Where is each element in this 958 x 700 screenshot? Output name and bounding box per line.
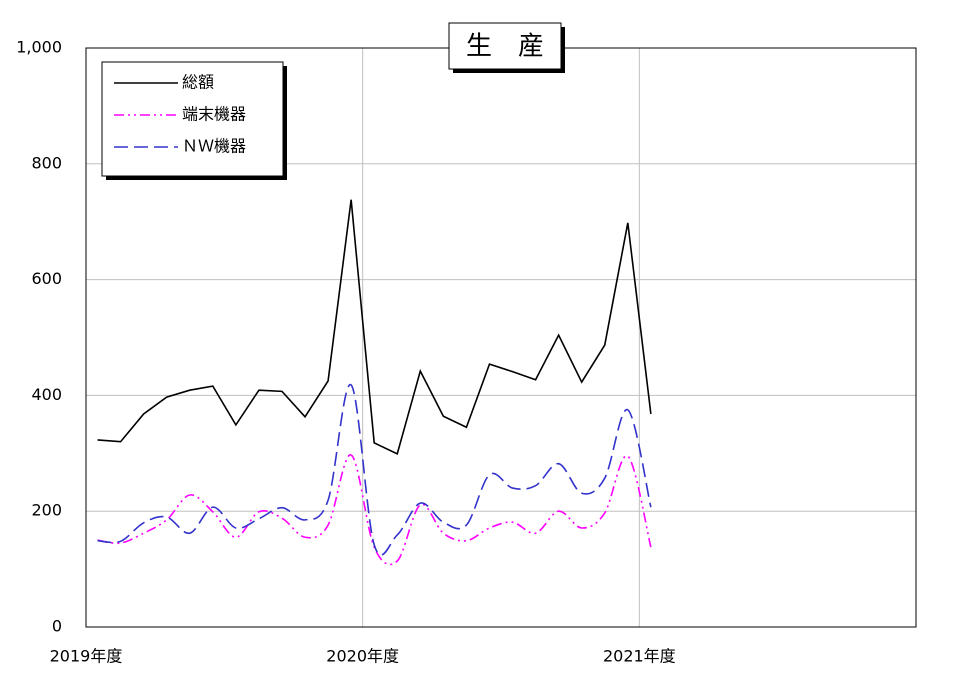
y-tick-label: 200 <box>31 501 62 520</box>
series-line <box>97 384 652 556</box>
x-tick-label: 2019年度 <box>50 647 123 666</box>
legend-label: 総額 <box>182 73 214 92</box>
y-tick-label: 600 <box>31 269 62 288</box>
legend-label: 端末機器 <box>182 105 246 124</box>
legend-box <box>101 61 284 177</box>
y-tick-label: 400 <box>31 385 62 404</box>
y-tick-label: 800 <box>31 153 62 172</box>
title-box <box>448 22 562 70</box>
y-tick-label: 1,000 <box>16 38 62 57</box>
chart-title: 生 産 <box>466 32 544 62</box>
y-tick-label: 0 <box>52 617 62 636</box>
x-tick-label: 2021年度 <box>603 647 676 666</box>
series-line <box>97 199 652 456</box>
x-tick-label: 2020年度 <box>326 647 399 666</box>
legend-label: ＮＷ機器 <box>182 137 246 156</box>
